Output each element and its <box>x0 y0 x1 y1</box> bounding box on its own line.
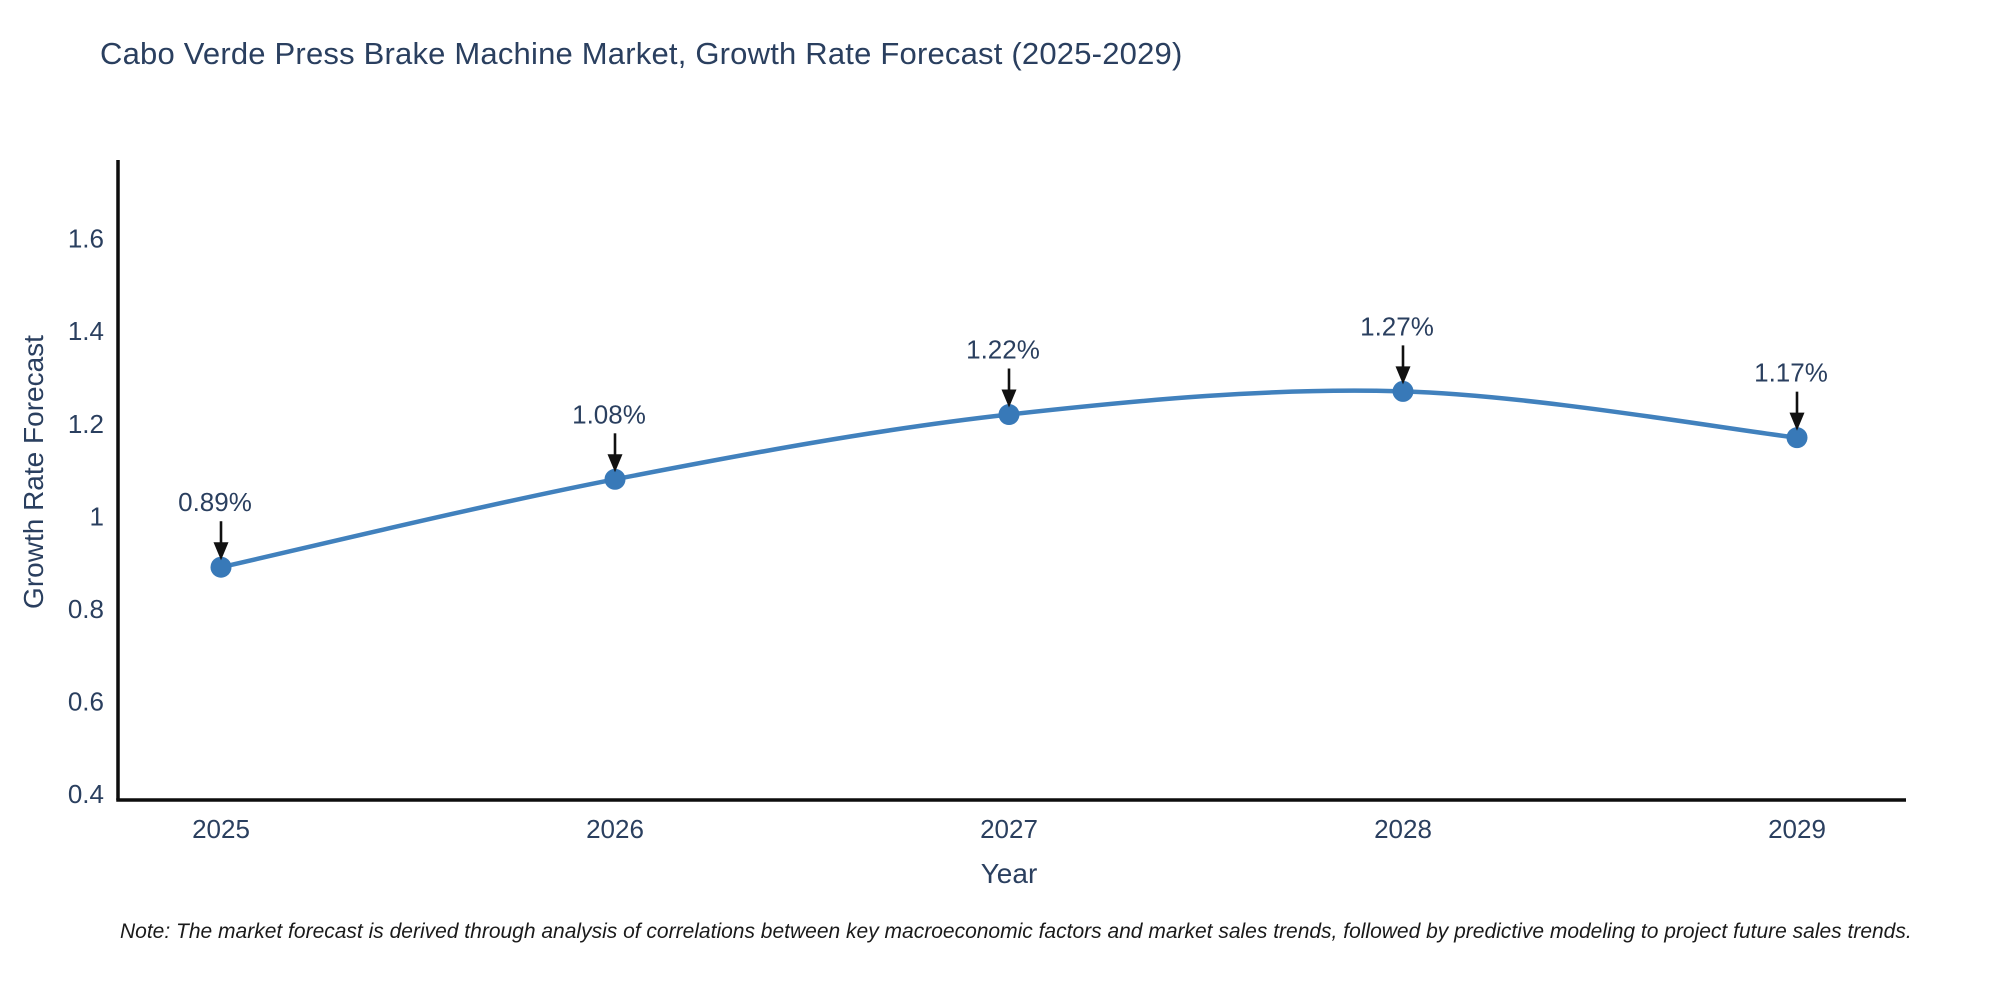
y-tick-label: 0.8 <box>68 594 104 624</box>
annotation-arrow-head <box>1395 366 1411 385</box>
annotation-arrow-head <box>1001 389 1017 408</box>
y-tick-label: 1.6 <box>68 224 104 254</box>
x-tick-label: 2029 <box>1768 814 1826 844</box>
x-tick-label: 2027 <box>980 814 1038 844</box>
footnote: Note: The market forecast is derived thr… <box>120 920 1912 943</box>
x-axis-title: Year <box>980 858 1038 889</box>
y-tick-label: 0.6 <box>68 686 104 716</box>
chart-title: Cabo Verde Press Brake Machine Market, G… <box>100 36 1183 71</box>
annotation-arrow-head <box>607 454 623 473</box>
data-point[interactable] <box>1392 380 1414 402</box>
y-tick-label: 1.2 <box>68 409 104 439</box>
x-tick-label: 2028 <box>1374 814 1432 844</box>
y-tick-label: 1.4 <box>68 316 104 346</box>
data-point[interactable] <box>1786 427 1808 449</box>
annotation-arrow-head <box>213 542 229 561</box>
x-tick-label: 2026 <box>586 814 644 844</box>
data-point[interactable] <box>998 404 1020 426</box>
y-axis-title: Growth Rate Forecast <box>18 335 49 609</box>
data-label: 1.27% <box>1360 311 1434 341</box>
x-tick-label: 2025 <box>192 814 250 844</box>
data-label: 1.17% <box>1754 358 1828 388</box>
data-label: 1.22% <box>966 335 1040 365</box>
y-tick-label: 0.4 <box>68 779 104 809</box>
data-label: 0.89% <box>178 487 252 517</box>
data-point[interactable] <box>210 556 232 578</box>
data-point[interactable] <box>604 468 626 490</box>
annotation-arrow-head <box>1789 412 1805 431</box>
y-tick-label: 1 <box>90 501 104 531</box>
data-label: 1.08% <box>572 399 646 429</box>
